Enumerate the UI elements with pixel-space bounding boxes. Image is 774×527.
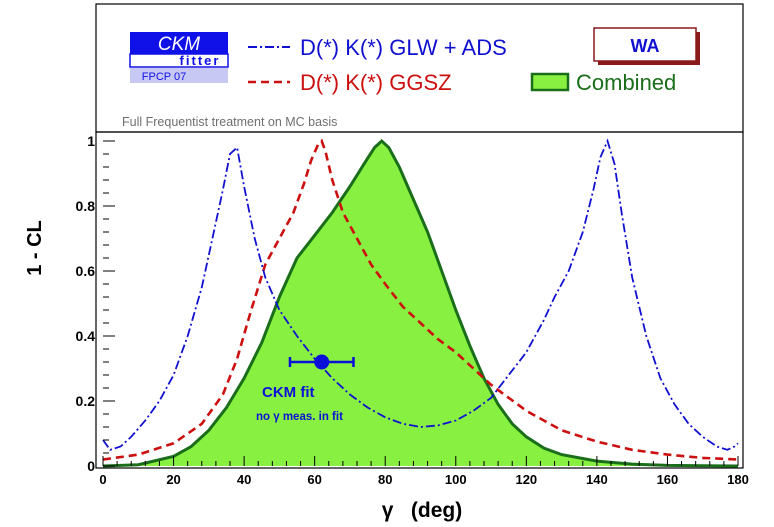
logo-top-box (130, 32, 228, 54)
wa-badge-text: WA (631, 36, 660, 56)
x-tick-label: 80 (378, 472, 392, 487)
x-tick-label: 0 (99, 472, 106, 487)
legend-glw-label: D(*) K(*) GLW + ADS (300, 35, 507, 60)
wa-badge: WA (593, 27, 700, 65)
y-axis-label: 1 - CL (24, 220, 46, 276)
method-note: Full Frequentist treatment on MC basis (122, 115, 337, 129)
fit-point (314, 354, 330, 370)
x-tick-label: 40 (237, 472, 251, 487)
x-tick-label: 60 (307, 472, 321, 487)
logo-bottom-text: fitter (180, 53, 221, 68)
plot-area (102, 138, 739, 468)
logo-top-text: CKM (158, 34, 200, 55)
ckm-fit-marker (288, 354, 355, 370)
x-tick-label: 140 (586, 472, 608, 487)
x-tick-label: 180 (727, 472, 749, 487)
y-tick-label: 0.2 (76, 393, 96, 409)
y-tick-label: 0.8 (76, 198, 96, 214)
plot-frame (95, 131, 744, 469)
y-tick-label: 0 (87, 458, 95, 474)
x-tick-label: 20 (166, 472, 180, 487)
y-tick-label: 0.6 (76, 263, 96, 279)
x-tick-label: 160 (657, 472, 679, 487)
x-tick-label: 100 (445, 472, 467, 487)
series-glw-ads-line (102, 138, 739, 451)
ckm-fit-sublabel: no γ meas. in fit (256, 411, 343, 423)
wa-badge-box (593, 27, 697, 62)
legend-combined-swatch (530, 72, 570, 92)
series-combined-line (102, 138, 739, 468)
legend-ggsz-label: D(*) K(*) GGSZ (300, 70, 452, 95)
axis-ticks: 0 20 40 60 80 100 120 140 160 180 0 0.2 0.4 0.6 0.8 1 (76, 133, 749, 487)
series-combined-area (103, 141, 738, 466)
logo-mid-box (129, 53, 229, 68)
ckm-fit-label: CKM fit (262, 384, 315, 401)
y-tick-label: 0.4 (76, 328, 96, 344)
y-tick-label: 1 (87, 133, 95, 149)
ckmfitter-logo: CKM fitter FPCP 07 (129, 32, 229, 83)
logo-tag-text: FPCP 07 (142, 71, 186, 83)
logo-tag-box (130, 68, 228, 83)
x-axis-label: γ (deg) (382, 499, 463, 522)
legend-combined-label: Combined (576, 70, 676, 95)
x-tick-label: 120 (515, 472, 537, 487)
series-ggsz-line (102, 138, 739, 461)
